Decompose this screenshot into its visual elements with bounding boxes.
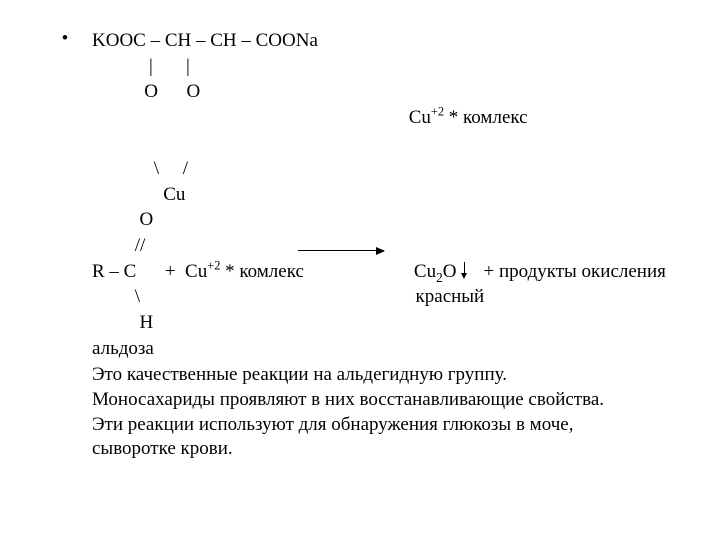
f2-prod-a: Cu [414, 261, 436, 282]
para-s2: Моносахариды проявляют в них восстанавли… [92, 389, 604, 410]
f2-l3-b: * комлекс [220, 261, 304, 282]
f2-line2-row: // [38, 233, 682, 259]
formula1-line3-left: O O [92, 79, 200, 105]
f2-line4-row: \ красный [38, 284, 682, 310]
f2-line6-row: альдоза [38, 336, 682, 362]
f2-line3-left: R – C + Cu+2 * комлекс [92, 259, 304, 285]
line2-row: | | [38, 54, 682, 80]
f2-prod-sub: 2 [436, 270, 443, 285]
formula1-line3-annot: Cu+2 * комлекс [200, 79, 527, 156]
para-s3: Эти реакции используют для обнаружения г… [92, 414, 573, 435]
para-s4: сыворотке крови. [92, 438, 233, 459]
f2-line1-row: O [38, 207, 682, 233]
line5-row: Cu [38, 182, 682, 208]
bullet-icon: • [38, 28, 92, 50]
explanation-paragraph: Это качественные реакции на альдегидную … [38, 363, 682, 462]
formula1-line5: Cu [92, 182, 185, 208]
f2-line6: альдоза [92, 336, 154, 362]
formula1-line2: | | [92, 54, 190, 80]
f2-line2: // [92, 233, 145, 259]
para-s1: Это качественные реакции на альдегидную … [92, 364, 507, 385]
f2-prod-b: O [443, 261, 461, 282]
f2-l4a: \ [92, 286, 140, 307]
f2-prod-c: + продукты окисления [469, 261, 666, 282]
f2-line5: H [92, 310, 153, 336]
f2-l3-a: R – C + Cu [92, 261, 207, 282]
down-arrow-icon [461, 264, 469, 277]
formula1-line4: \ / [92, 156, 188, 182]
f2-l3-exp: +2 [207, 258, 220, 272]
f2-line3-row: R – C + Cu+2 * комлекс Cu2O + продукты о… [38, 259, 682, 285]
formula1-line1: KOOC – CH – CH – COONa [92, 28, 318, 54]
reaction-arrow-icon [298, 250, 384, 251]
f2-line5-row: H [38, 310, 682, 336]
line3-row: O O Cu+2 * комлекс [38, 79, 682, 156]
annot-exp: +2 [431, 105, 444, 119]
f2-line4: \ красный [92, 284, 484, 310]
f2-line1: O [92, 207, 153, 233]
f2-l4b: красный [140, 286, 484, 307]
annot-post: * комлекс [444, 107, 528, 128]
f2-line3-prod: Cu2O + продукты окисления [304, 259, 666, 285]
line1-row: • KOOC – CH – CH – COONa [38, 28, 682, 54]
slide: • KOOC – CH – CH – COONa | | O O Cu+2 * … [0, 0, 720, 540]
line4-row: \ / [38, 156, 682, 182]
annot-cu: Cu [409, 107, 431, 128]
